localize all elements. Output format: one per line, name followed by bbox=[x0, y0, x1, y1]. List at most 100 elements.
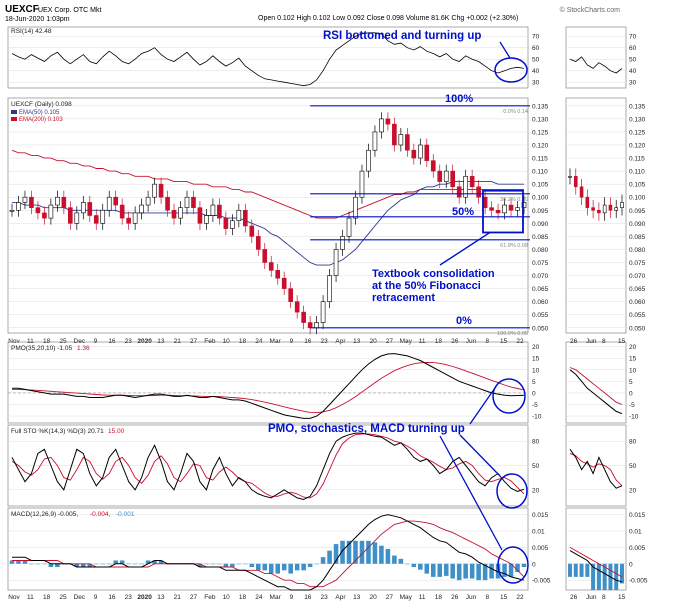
candle bbox=[113, 196, 119, 206]
x-tick-label: Mar bbox=[270, 338, 282, 345]
candle bbox=[405, 134, 410, 151]
candle bbox=[353, 196, 358, 219]
x-tick-label-bottom: 13 bbox=[353, 594, 361, 601]
price-side-tick-label: 0.065 bbox=[629, 286, 646, 293]
macd-histogram-bar bbox=[398, 558, 404, 564]
candle bbox=[80, 202, 86, 214]
pmo-pointer bbox=[469, 384, 498, 425]
sto-tick-label: 20 bbox=[532, 487, 540, 494]
macd-histogram-bar bbox=[502, 563, 507, 577]
sto-d-line bbox=[11, 433, 525, 499]
x-tick-label-bottom: 20 bbox=[369, 594, 377, 601]
side-x-tick-label-bottom: Jun bbox=[586, 594, 597, 601]
price-side-tick-label: 0.070 bbox=[629, 273, 646, 280]
x-tick-label: 20 bbox=[369, 338, 377, 345]
candle bbox=[463, 176, 468, 198]
macd-side-histogram-bar bbox=[573, 563, 578, 577]
macd-histogram-bar bbox=[81, 563, 86, 568]
quote-label: Open 0.102 High 0.102 Low 0.092 Close 0.… bbox=[258, 15, 518, 22]
sto-side-tick-label: 80 bbox=[629, 439, 637, 446]
macd-histogram-bar bbox=[22, 560, 28, 564]
rsi-side-tick-label: 40 bbox=[629, 68, 637, 75]
candle bbox=[314, 322, 319, 329]
pmo-tick-label: -10 bbox=[532, 414, 542, 421]
macd-side-histogram-bar bbox=[602, 563, 607, 590]
price-tick-label: 0.050 bbox=[532, 325, 549, 332]
macd-histogram-bar bbox=[29, 563, 34, 565]
price-side-tick-label: 0.085 bbox=[629, 234, 646, 241]
candle bbox=[119, 204, 125, 219]
pmo-side-tick-label: 5 bbox=[629, 379, 633, 386]
candle bbox=[184, 196, 190, 208]
price-tick-label: 0.105 bbox=[532, 182, 549, 189]
side-candle bbox=[591, 207, 595, 211]
macd-histogram-bar bbox=[314, 563, 319, 565]
pmo-panel-side-frame bbox=[565, 341, 627, 424]
candle bbox=[87, 202, 93, 216]
macd-histogram-bar bbox=[379, 545, 384, 564]
macd-histogram-bar bbox=[366, 540, 371, 564]
x-tick-label: 9 bbox=[94, 338, 98, 345]
candle bbox=[417, 144, 423, 159]
candle bbox=[320, 301, 326, 323]
price-side-tick-label: 0.120 bbox=[629, 143, 646, 150]
x-tick-label: 25 bbox=[59, 338, 67, 345]
x-tick-label-bottom: Nov bbox=[8, 594, 20, 601]
side-candle bbox=[620, 202, 624, 208]
ema200-line bbox=[11, 149, 524, 219]
candle bbox=[132, 212, 138, 224]
macd-histogram-bar bbox=[42, 563, 47, 565]
x-tick-label: 8 bbox=[486, 338, 490, 345]
side-candle bbox=[585, 196, 590, 208]
candle bbox=[437, 170, 443, 182]
candle bbox=[204, 215, 209, 224]
x-tick-label-bottom: Feb bbox=[204, 594, 216, 601]
sto-tick-label: 80 bbox=[532, 439, 540, 446]
pmo-signal-line bbox=[12, 361, 525, 414]
price-side-tick-label: 0.055 bbox=[629, 312, 646, 319]
macd-circle bbox=[497, 546, 529, 584]
candle bbox=[398, 134, 404, 146]
price-side-tick-label: 0.060 bbox=[629, 299, 646, 306]
macd-histogram-bar bbox=[320, 557, 326, 564]
macd-histogram-bar bbox=[223, 563, 229, 568]
macd-histogram-bar bbox=[411, 563, 417, 568]
x-tick-label: 10 bbox=[223, 338, 231, 345]
fib-0-label: 0% bbox=[456, 315, 472, 327]
rsi-tick-label: 30 bbox=[532, 80, 540, 87]
side-candle bbox=[573, 176, 578, 188]
macd-histogram-bar bbox=[256, 563, 261, 571]
candle bbox=[366, 149, 371, 172]
price-tick-label: 0.055 bbox=[532, 312, 549, 319]
side-candle bbox=[597, 209, 601, 214]
sto-legend: Full STO %K(14,3) %D(3) 20.71 bbox=[11, 428, 104, 435]
x-tick-label-bottom: 18 bbox=[239, 594, 247, 601]
x-tick-label-bottom: 27 bbox=[190, 594, 198, 601]
candle bbox=[294, 301, 300, 313]
candle bbox=[29, 196, 34, 208]
candle bbox=[217, 204, 222, 219]
x-tick-label-bottom: 21 bbox=[174, 594, 182, 601]
macd-side-histogram-bar bbox=[620, 563, 624, 584]
pmo-side-tick-label: 15 bbox=[629, 356, 637, 363]
macd-histogram-bar bbox=[482, 563, 488, 581]
candle bbox=[430, 160, 436, 172]
side-x-tick-label-bottom: 8 bbox=[602, 594, 606, 601]
rsi-side-tick-label: 50 bbox=[629, 57, 637, 64]
macd-histogram-bar bbox=[424, 563, 430, 574]
x-tick-label: 11 bbox=[27, 338, 34, 345]
candle bbox=[197, 207, 203, 224]
price-tick-label: 0.070 bbox=[532, 273, 549, 280]
macd-histogram-bar bbox=[100, 563, 106, 565]
macd-histogram-bar bbox=[288, 563, 293, 574]
rsi-tick-label: 70 bbox=[532, 34, 540, 41]
sto-side-d bbox=[569, 452, 623, 487]
macd-histogram-bar bbox=[106, 563, 112, 565]
macd-side-histogram-bar bbox=[579, 563, 584, 577]
candle bbox=[106, 196, 112, 211]
pmo-tick-label: -5 bbox=[532, 402, 538, 409]
macd-histogram-bar bbox=[243, 563, 248, 565]
candle bbox=[68, 207, 73, 224]
x-tick-label: 16 bbox=[304, 338, 312, 345]
